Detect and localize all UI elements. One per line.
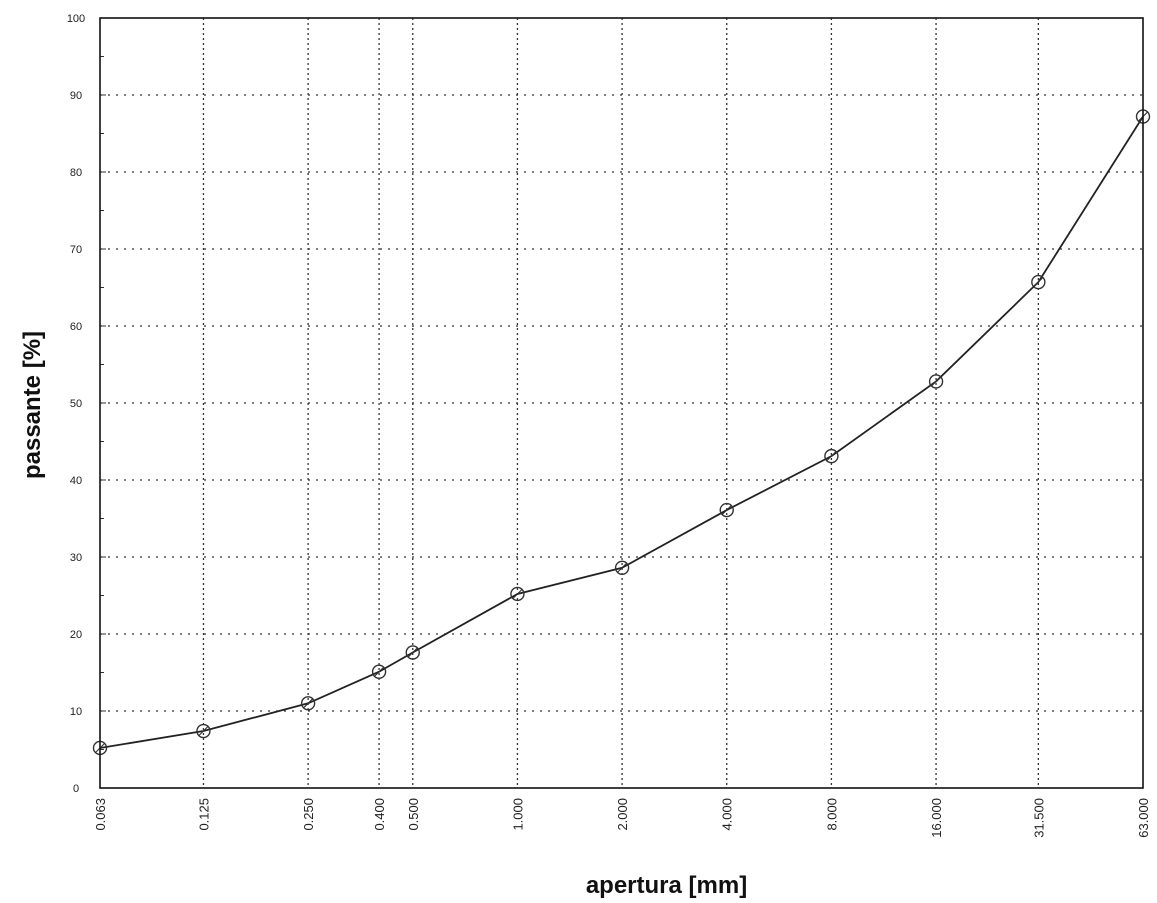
data-point-mark bbox=[826, 451, 837, 462]
data-point-mark bbox=[721, 505, 732, 515]
x-tick-label: 31.500 bbox=[1031, 798, 1046, 838]
data-point-mark bbox=[198, 726, 209, 736]
data-point bbox=[824, 448, 839, 464]
y-tick-label: 10 bbox=[70, 706, 82, 718]
x-tick-label: 4.000 bbox=[720, 798, 735, 831]
y-tick-label: 100 bbox=[67, 13, 85, 25]
data-point-mark bbox=[617, 562, 627, 573]
data-point-mark bbox=[512, 589, 523, 599]
series-line bbox=[99, 116, 1144, 749]
data-point bbox=[928, 374, 944, 389]
data-point-mark bbox=[931, 376, 941, 387]
y-tick-label: 60 bbox=[70, 321, 82, 333]
y-tick-label: 90 bbox=[70, 90, 82, 102]
y-tick-label: 20 bbox=[70, 629, 82, 641]
y-tick-label: 0 bbox=[73, 783, 79, 795]
x-tick-labels: 0.063 0.125 0.250 0.400 0.500 1.000 2.000 4.000… bbox=[93, 798, 1151, 838]
plot-frame bbox=[99, 17, 1144, 789]
x-tick-label: 0.250 bbox=[301, 798, 316, 831]
data-point bbox=[300, 696, 316, 711]
x-tick-label: 63.000 bbox=[1136, 798, 1151, 838]
series-layer bbox=[92, 109, 1151, 756]
x-tick-label: 1.000 bbox=[510, 798, 525, 831]
data-point bbox=[614, 560, 630, 575]
data-point-mark bbox=[374, 666, 384, 677]
x-tick-label: 0.400 bbox=[372, 798, 387, 831]
data-point bbox=[1031, 274, 1046, 290]
x-tick-label: 0.125 bbox=[196, 798, 211, 831]
y-tick-label: 40 bbox=[70, 475, 82, 487]
data-point bbox=[405, 645, 420, 660]
x-tick-label: 0.500 bbox=[406, 798, 421, 831]
x-tick-label: 2.000 bbox=[615, 798, 630, 831]
grid-layer bbox=[100, 17, 1143, 789]
y-tick-labels: 0 10 20 30 40 50 60 70 80 90 100 bbox=[67, 13, 85, 795]
data-point bbox=[371, 664, 387, 679]
x-tick-label: 16.000 bbox=[929, 798, 944, 838]
data-point bbox=[719, 502, 734, 518]
y-tick-label: 70 bbox=[70, 244, 82, 256]
data-point-mark bbox=[407, 647, 418, 658]
x-tick-label: 0.063 bbox=[93, 798, 108, 831]
x-tick-label: 8.000 bbox=[824, 798, 839, 831]
data-point-mark bbox=[1033, 277, 1044, 287]
data-point bbox=[196, 723, 211, 739]
y-tick-label: 30 bbox=[70, 552, 82, 564]
y-tick-label: 50 bbox=[70, 398, 82, 410]
y-axis-title: passante [%] bbox=[19, 331, 46, 479]
y-tick-label: 80 bbox=[70, 167, 82, 179]
data-point bbox=[510, 586, 525, 602]
data-point-mark bbox=[303, 698, 314, 709]
x-axis-title: apertura [mm] bbox=[586, 872, 747, 899]
